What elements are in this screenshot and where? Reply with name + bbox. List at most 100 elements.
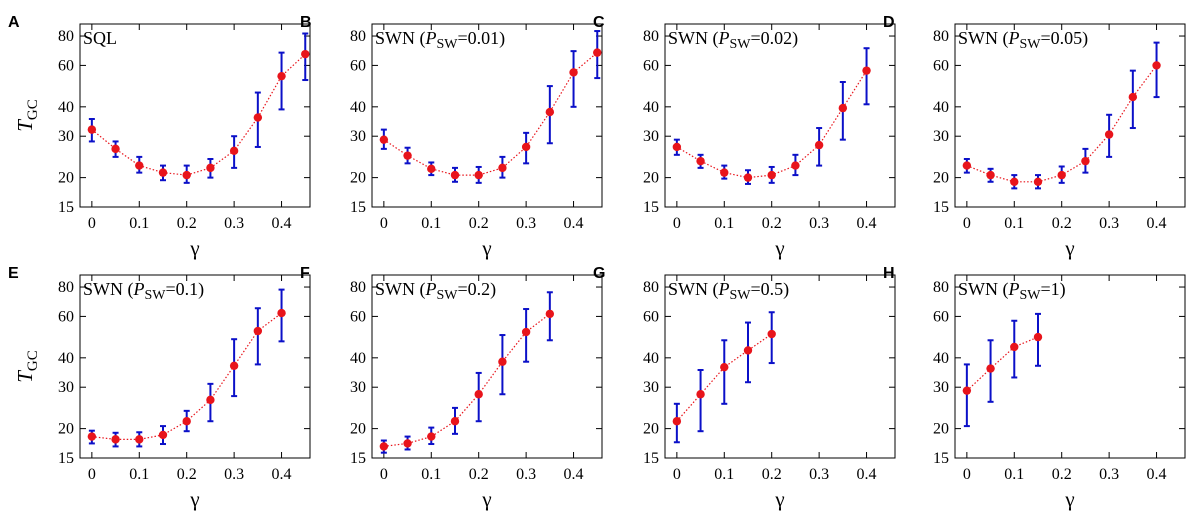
panel-title: SWN (PSW=1) [958, 279, 1066, 303]
error-bar [1153, 41, 1160, 99]
x-tick-label: 0.1 [129, 466, 149, 483]
y-tick-label: 20 [58, 170, 74, 187]
x-tick-label: 0.1 [129, 215, 149, 232]
error-bar [570, 50, 577, 108]
y-tick-label: 80 [643, 28, 659, 45]
panel-title-text: SWN ( [83, 279, 134, 300]
panel-title-param-sub: SW [437, 288, 459, 303]
x-tick-label: 0.3 [516, 466, 536, 483]
data-point [1010, 342, 1019, 352]
x-tick-label: 0.3 [809, 466, 829, 483]
panel-title-param-sub: SW [730, 288, 752, 303]
data-point [277, 71, 286, 81]
x-tick-label: 0.2 [762, 466, 782, 483]
panel-title-param: P [133, 279, 145, 299]
data-point [521, 327, 531, 337]
y-tick-label: 30 [58, 128, 74, 145]
panel-title-text: SWN ( [958, 28, 1009, 49]
data-point [379, 442, 389, 451]
panel-title-text: SWN ( [375, 279, 426, 300]
data-point [403, 151, 412, 160]
x-tick-label: 0.4 [564, 466, 584, 483]
y-tick-label: 15 [933, 199, 949, 216]
plot-frame [79, 274, 311, 459]
data-point [545, 309, 555, 319]
x-tick-label: 0.3 [809, 215, 829, 232]
chart-panel-e: E 15 20 30 40 60 80 0 0.1 0.2 0.3 0.4 γ TGC SWN (PSW=0… [8, 265, 311, 511]
data-point [1104, 130, 1114, 139]
y-tick-label: 15 [643, 199, 659, 216]
data-point [253, 326, 263, 336]
y-tick-label: 60 [350, 308, 366, 325]
x-tick-label: 0.2 [1052, 466, 1072, 483]
error-bar [863, 47, 870, 106]
data-point [474, 170, 483, 180]
panel-title-text: SQL [83, 28, 117, 48]
y-tick-label: 40 [933, 350, 949, 367]
error-bar [278, 51, 285, 111]
y-tick-label: 20 [643, 170, 659, 187]
x-tick-label: 0.4 [1147, 466, 1167, 483]
panel-title-param-sub: SW [730, 37, 752, 52]
y-axis-label-main: T [13, 119, 37, 132]
x-tick-label: 0 [88, 215, 96, 232]
x-axis-label: γ [1064, 487, 1074, 511]
y-tick-label: 40 [350, 350, 366, 367]
plot-frame [371, 23, 603, 208]
y-tick-label: 30 [350, 379, 366, 396]
y-tick-label: 30 [933, 128, 949, 145]
data-point [1057, 170, 1066, 180]
plot-frame [79, 23, 311, 208]
data-point [111, 435, 120, 444]
y-tick-label: 60 [58, 57, 74, 74]
y-tick-label: 80 [58, 28, 74, 45]
x-tick-label: 0 [673, 466, 681, 483]
panel-letter: G [593, 265, 605, 282]
x-tick-label: 0.4 [564, 215, 584, 232]
plot-frame [371, 274, 603, 459]
data-point [498, 357, 507, 366]
data-point [1081, 156, 1090, 166]
x-axis-label: γ [481, 487, 491, 511]
series-line [676, 70, 868, 179]
panel-title-param: P [425, 279, 437, 299]
x-tick-label: 0.2 [1052, 215, 1072, 232]
data-point [545, 107, 555, 117]
panel-letter: F [300, 265, 310, 282]
panel-title-param-sub: SW [145, 288, 167, 303]
y-tick-label: 15 [58, 450, 74, 467]
x-tick-label: 0.4 [857, 466, 877, 483]
series-line [966, 336, 1039, 392]
data-point [379, 135, 389, 144]
chart-panel-f: F 15 20 30 40 60 80 0 0.1 0.2 0.3 0.4 γ SWN (PSW=0.2) [300, 265, 603, 511]
x-tick-label: 0.3 [224, 215, 244, 232]
data-point [427, 432, 436, 441]
data-point [450, 170, 460, 180]
panel-title-value: =0.2) [458, 279, 497, 300]
y-axis-label: TGC [13, 99, 41, 132]
series-line [383, 52, 598, 176]
x-tick-label: 0.4 [1147, 215, 1167, 232]
data-point [87, 432, 97, 441]
x-tick-label: 0.4 [857, 215, 877, 232]
y-tick-label: 40 [58, 99, 74, 116]
x-tick-label: 0 [88, 466, 96, 483]
plot-frame [954, 23, 1186, 208]
panel-title-text: SWN ( [958, 279, 1009, 300]
y-tick-label: 80 [350, 28, 366, 45]
y-axis-label-sub: GC [25, 350, 41, 371]
data-point [1128, 92, 1138, 102]
data-point [696, 390, 705, 399]
data-point [450, 417, 460, 426]
x-tick-label: 0.3 [224, 466, 244, 483]
chart-panel-g: G 15 20 30 40 60 80 0 0.1 0.2 0.3 0.4 γ SWN (PSW=0.5) [593, 265, 896, 511]
y-tick-label: 30 [58, 379, 74, 396]
panel-title-value: =0.02) [751, 28, 799, 49]
error-bar [254, 307, 261, 366]
chart-panel-a: A 15 20 30 40 60 80 0 0.1 0.2 0.3 0.4 γ TGC SQL [8, 14, 311, 260]
series-line [966, 65, 1157, 183]
x-tick-label: 0 [963, 466, 971, 483]
x-tick-label: 0 [380, 215, 388, 232]
panel-title-value: =0.1) [166, 279, 205, 300]
